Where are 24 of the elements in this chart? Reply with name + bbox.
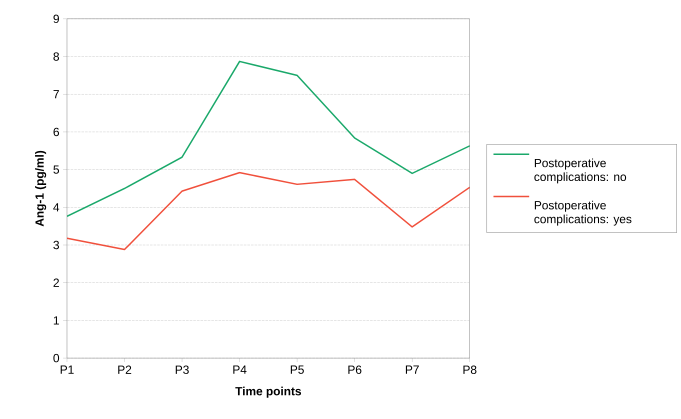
y-tick-label: 6	[54, 128, 60, 136]
x-tick-label: P3	[176, 366, 189, 374]
y-tick-label: 8	[53, 52, 60, 61]
y-tick-label: 5	[53, 166, 60, 174]
x-tick-label: P7	[406, 366, 419, 374]
y-axis-title: Ang-1 (pg/ml)	[35, 151, 46, 227]
text: Postoperative complications: no	[534, 158, 626, 184]
y-tick-label: 3	[53, 241, 60, 250]
line-series	[66, 60, 470, 218]
x-tick-label: P2	[118, 366, 132, 374]
x-tick-label: P8	[463, 366, 476, 374]
y-tick-label: 9	[53, 14, 59, 24]
x-tick-label: P5	[290, 366, 304, 374]
y-tick-label: 7	[54, 90, 59, 99]
x-axis-title: Time points	[235, 386, 302, 398]
x-tick-label: P1	[60, 366, 74, 374]
x-tick-label: P4	[233, 366, 246, 374]
y-tick-label: 1	[54, 316, 59, 325]
x-tick-label: P6	[348, 366, 362, 374]
y-tick-label: 4	[53, 203, 60, 212]
y-tick-label: 2	[54, 278, 59, 288]
text: Postoperative complications: yes	[534, 200, 632, 226]
line-series	[66, 172, 470, 250]
y-tick-label: 0	[53, 354, 60, 362]
